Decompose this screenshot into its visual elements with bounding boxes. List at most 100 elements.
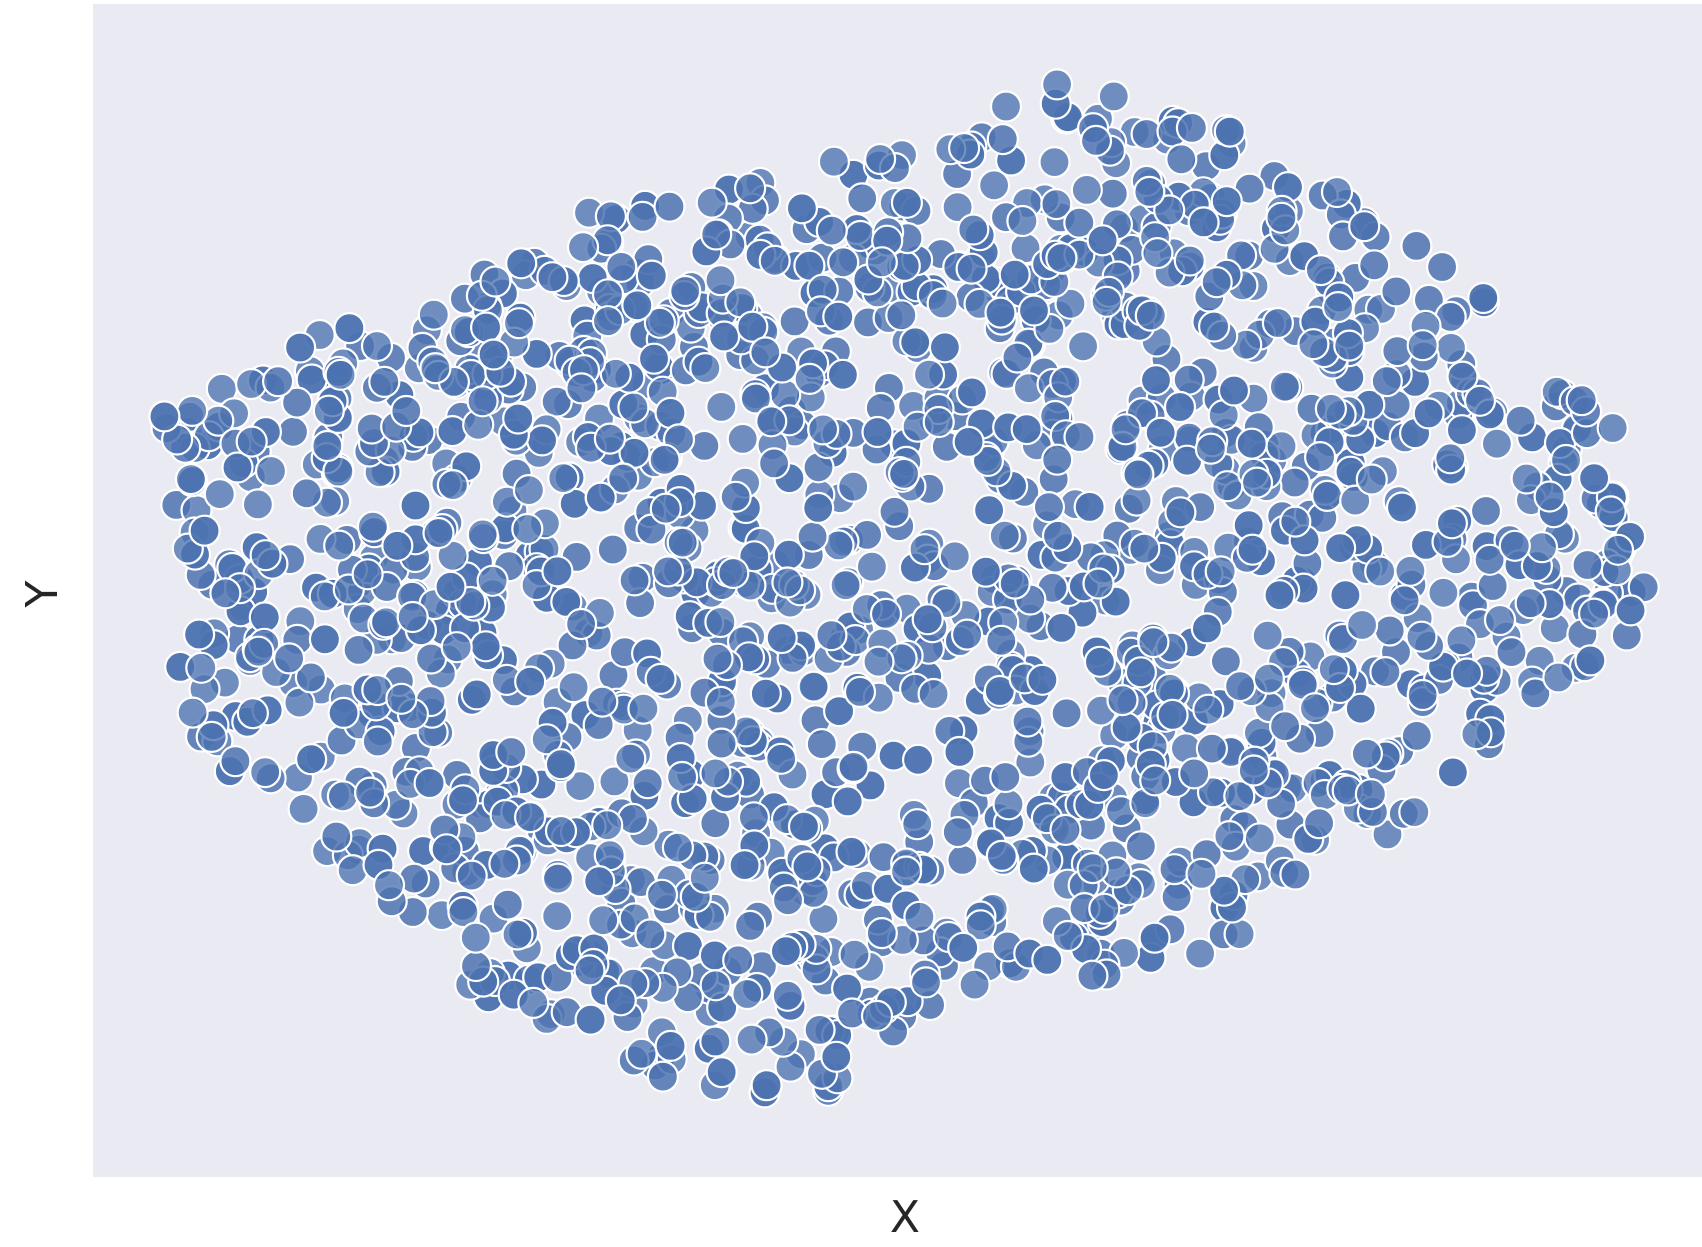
scatter-point [1133,175,1166,208]
scatter-point [369,606,403,639]
scatter-point [1577,597,1611,630]
scatter-point [901,743,935,776]
scatter-point [591,278,625,311]
scatter-point [704,605,737,639]
scatter-point [1344,692,1377,725]
scatter-point [860,999,894,1033]
scatter-point [705,727,738,760]
scatter-point [1504,404,1537,437]
scatter-point [1210,185,1243,218]
scatter-point [294,661,327,694]
scatter-point [544,748,578,781]
scatter-point [1533,480,1566,513]
scatter-point [952,425,985,458]
scatter-point [276,415,310,448]
scatter-point [1549,443,1583,477]
scatter-point [1339,484,1372,517]
scatter-point [738,540,771,573]
scatter-point [195,720,228,754]
scatter-point [1038,146,1071,179]
scatter-point [1317,652,1350,686]
scatter-point [354,776,387,809]
scatter-point [557,671,590,704]
scatter-point [1252,662,1286,695]
scatter-point [399,489,432,522]
scatter-point [998,567,1031,600]
scatter-point [1450,657,1484,690]
scatter-point [447,895,480,929]
scatter-point [787,810,821,843]
scatter-point [1106,683,1139,717]
scatter-point [943,735,976,769]
scatter-point [564,769,597,803]
scatter-point [583,865,616,898]
scatter-point [1596,411,1629,445]
scatter-point [1195,732,1229,765]
scatter-point [1124,830,1158,863]
scatter-point [236,697,269,730]
scatter-point [1364,555,1397,588]
scatter-point [574,1003,607,1036]
scatter-point [541,555,574,588]
scatter-point [648,443,681,476]
scatter-point [846,182,879,215]
scatter-point [726,422,759,455]
scatter-point [665,760,699,794]
scatter-point [802,491,835,524]
scatter-point [722,944,755,977]
scatter-point [986,123,1019,156]
scatter-point [803,1013,836,1047]
scatter-point [327,696,360,730]
scatter-point [1268,370,1302,403]
scatter-point [1463,384,1497,417]
scatter-point [838,938,871,971]
scatter-point [502,307,536,340]
scatter-point [739,382,773,415]
scatter-point [1329,579,1362,612]
scatter-point [273,642,306,675]
scatter-point [479,265,512,298]
scatter-point [946,843,979,877]
scatter-point [928,331,962,364]
scatter-point [436,469,469,502]
scatter-point [1137,625,1170,659]
scatter-point [1187,206,1220,239]
scatter-point [249,539,282,572]
scatter-point [1577,462,1611,495]
scatter-point [1373,614,1406,647]
scatter-point [1006,204,1039,238]
scatter-point [700,218,733,251]
scatter-point [1192,693,1225,726]
scatter-point [837,470,870,503]
scatter-point [1045,242,1078,275]
scatter-point [829,569,862,602]
scatter-point [654,1029,687,1063]
scatter-point [899,326,932,359]
scatter-point [598,765,631,798]
scatter-point [1175,111,1209,145]
scatter-point [254,454,288,488]
scatter-point [1237,754,1270,787]
scatter-point [1194,432,1228,465]
scatter-point [1076,959,1109,992]
scatter-point [566,231,600,264]
scatter-point [843,675,877,709]
scatter-point [964,909,997,942]
scatter-point [287,792,320,826]
scatter-point [831,785,864,818]
scatter-point [1010,413,1043,446]
scatter-point [1251,619,1284,652]
scatter-point [1063,206,1096,239]
scatter-point [1333,329,1366,362]
scatter-point [805,727,838,761]
scatter-point [1243,822,1276,855]
scatter-point [889,855,923,888]
scatter-point [262,365,295,398]
scatter-point [1138,921,1171,954]
scatter-point [822,694,856,728]
scatter-point [440,631,473,664]
scatter-point [1173,244,1206,277]
scatter-point [941,815,974,849]
scatter-point [607,462,640,495]
